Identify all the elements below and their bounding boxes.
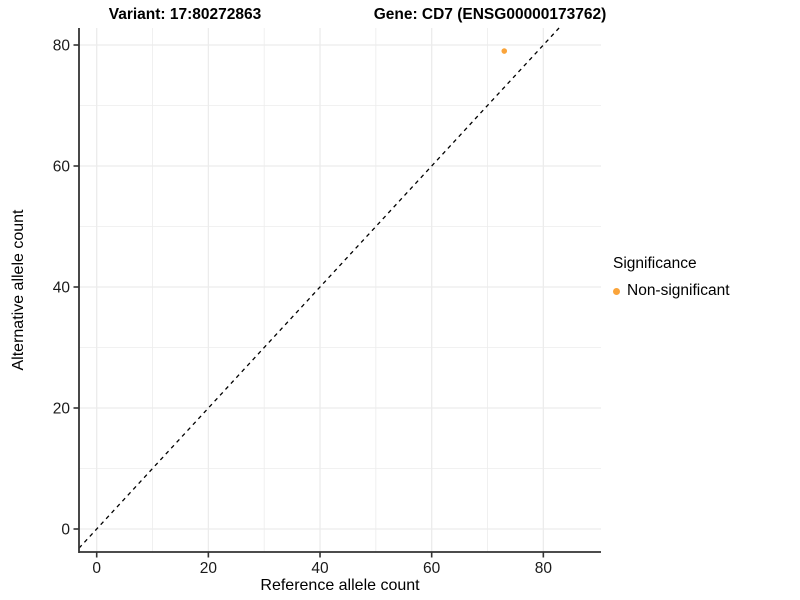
x-tick-label: 40 xyxy=(311,560,329,577)
nonsignificant-point-icon xyxy=(613,287,620,295)
x-tick-label: 20 xyxy=(200,560,218,577)
x-axis-title: Reference allele count xyxy=(260,577,420,594)
y-tick-label: 60 xyxy=(53,159,71,176)
y-tick-label: 20 xyxy=(53,401,71,418)
data-point xyxy=(501,48,508,54)
y-axis-title: Alternative allele count xyxy=(10,209,27,371)
y-tick-label: 80 xyxy=(53,38,71,55)
x-tick-label: 80 xyxy=(535,560,553,577)
variant-title: Variant: 17:80272863 xyxy=(108,6,262,23)
x-tick-label: 0 xyxy=(92,560,101,577)
x-tick-label: 60 xyxy=(423,560,441,577)
legend-entry-label: Non-significant xyxy=(627,282,730,299)
legend-entry: Non-significant xyxy=(613,282,797,300)
gene-title: Gene: CD7 (ENSG00000173762) xyxy=(373,6,607,23)
legend-title: Significance xyxy=(613,255,697,272)
legend: Significance Non-significant xyxy=(613,255,797,300)
identity-line xyxy=(78,27,560,549)
y-tick-label: 0 xyxy=(61,522,70,539)
y-tick-label: 40 xyxy=(53,280,71,297)
